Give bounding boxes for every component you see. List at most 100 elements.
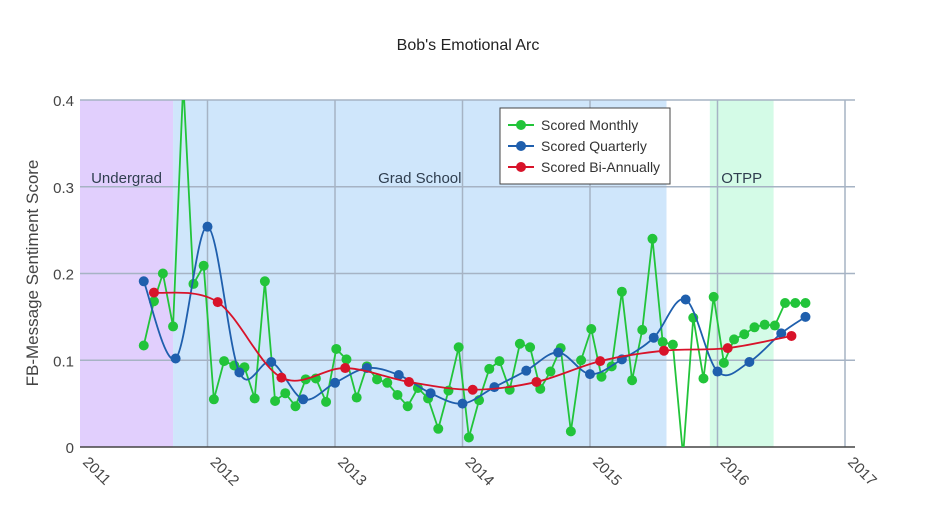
- series-0-point-15: [290, 401, 301, 412]
- y-tick-label-2: 0.2: [53, 267, 74, 284]
- series-1-point-16: [648, 332, 659, 343]
- series-0-point-26: [402, 401, 413, 412]
- series-0-point-25: [392, 389, 403, 400]
- legend-marker-0: [516, 120, 526, 130]
- series-1-point-6: [330, 377, 340, 388]
- legend-label-0: Scored Monthly: [541, 117, 638, 133]
- series-0-point-52: [667, 339, 678, 350]
- series-1-point-0: [138, 276, 149, 287]
- legend-marker-1: [516, 141, 526, 151]
- series-0-point-49: [637, 324, 648, 335]
- series-0-point-53: [678, 451, 688, 461]
- series-0-point-65: [800, 297, 811, 308]
- x-tick-label-0: 2011: [79, 454, 114, 489]
- series-1-point-3: [234, 367, 245, 378]
- series-0-point-11: [249, 393, 260, 404]
- series-0-point-19: [331, 343, 342, 354]
- series-1-point-12: [521, 365, 532, 376]
- series-0-point-51: [657, 337, 668, 348]
- legend-marker-2: [516, 162, 526, 172]
- region-label-2: OTPP: [721, 170, 762, 187]
- series-1-point-1: [170, 353, 181, 364]
- series-0-point-56: [708, 291, 719, 302]
- series-2-point-9: [722, 343, 733, 354]
- series-0-point-24: [382, 377, 393, 388]
- series-0-point-47: [616, 286, 627, 297]
- series-line-0: [142, 100, 806, 447]
- x-tick-label-5: 2016: [717, 454, 753, 490]
- series-0-point-63: [780, 297, 791, 308]
- series-0-point-29: [433, 423, 444, 434]
- series-1-point-8: [393, 369, 404, 380]
- series-0-point-34: [484, 363, 495, 374]
- series-1-point-13: [553, 347, 564, 358]
- series-0-point-61: [759, 319, 770, 330]
- series-2-point-8: [658, 345, 669, 356]
- series-0-point-23: [372, 374, 383, 385]
- series-2-point-0: [148, 287, 159, 298]
- series-0-point-31: [453, 342, 464, 353]
- series-0-point-40: [545, 366, 556, 377]
- x-tick-label-2: 2013: [334, 454, 370, 490]
- y-axis-label: FB-Message Sentiment Score: [23, 160, 42, 387]
- series-1-point-2: [202, 221, 213, 232]
- series-0-point-21: [351, 392, 362, 403]
- series-1-point-11: [489, 382, 500, 393]
- series-0-point-38: [525, 342, 536, 353]
- series-0-point-58: [729, 334, 740, 345]
- series-1-point-20: [776, 328, 787, 339]
- series-0-point-35: [494, 356, 505, 367]
- x-tick-label-6: 2017: [844, 454, 880, 490]
- series-2-point-7: [595, 356, 606, 367]
- series-0-point-42: [565, 426, 576, 437]
- y-tick-label-3: 0.3: [53, 180, 74, 197]
- series-0-point-8: [219, 356, 230, 367]
- series-0-point-59: [739, 329, 750, 340]
- series-0-point-60: [749, 322, 760, 333]
- series-2-point-10: [786, 330, 797, 341]
- series-1-point-18: [712, 366, 723, 377]
- series-0-point-50: [647, 233, 658, 244]
- series-0-point-64: [790, 297, 801, 308]
- series-2-point-1: [212, 297, 223, 308]
- series-0-point-48: [627, 375, 638, 386]
- series-0-point-57: [718, 357, 729, 368]
- region-label-0: Undergrad: [91, 170, 162, 187]
- series-1-point-17: [680, 294, 691, 305]
- series-1-point-9: [425, 388, 436, 399]
- series-1-point-10: [457, 398, 468, 409]
- series-0-point-20: [341, 354, 352, 365]
- x-tick-label-1: 2012: [207, 454, 243, 490]
- series-group: [138, 78, 811, 461]
- series-0-point-12: [259, 276, 270, 287]
- series-2-point-3: [340, 363, 351, 374]
- series-0-point-44: [586, 324, 597, 335]
- series-0-point-32: [463, 432, 474, 443]
- y-tick-label-1: 0.1: [53, 353, 74, 370]
- series-0-point-6: [198, 260, 209, 271]
- legend-label-2: Scored Bi-Annually: [541, 159, 660, 175]
- series-0-point-2: [157, 268, 168, 279]
- y-tick-label-0: 0: [66, 440, 74, 457]
- series-0-point-7: [208, 394, 219, 405]
- series-0-point-0: [138, 340, 149, 351]
- series-0-point-3: [168, 321, 179, 332]
- chart-title: Bob's Emotional Arc: [397, 37, 540, 54]
- series-0-point-18: [321, 396, 332, 407]
- series-0-point-37: [514, 338, 525, 349]
- series-1-point-5: [298, 394, 309, 405]
- series-0-point-4: [178, 78, 188, 88]
- series-1-point-19: [744, 356, 755, 367]
- series-2-point-4: [403, 376, 414, 387]
- legend: Scored Monthly Scored Quarterly Scored Bi-…: [499, 107, 671, 185]
- y-tick-label-4: 0.4: [53, 93, 74, 110]
- x-tick-label-3: 2014: [462, 454, 498, 490]
- series-2-point-2: [276, 372, 287, 383]
- series-1-point-4: [266, 356, 277, 367]
- series-0-point-62: [769, 320, 780, 331]
- series-0-point-27: [412, 383, 423, 394]
- region-label-1: Grad School: [378, 170, 461, 187]
- series-2-point-6: [531, 376, 542, 387]
- series-0-point-13: [270, 396, 281, 407]
